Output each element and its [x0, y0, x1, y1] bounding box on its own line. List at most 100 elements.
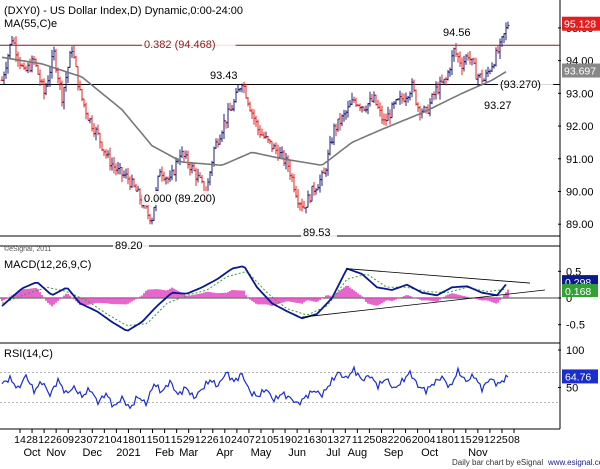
annotation-label: (93.270)	[500, 79, 541, 91]
rsi-title: RSI(14,C)	[4, 348, 53, 360]
macd-lower-trendline	[301, 289, 546, 318]
x-month-label: Apr	[216, 447, 233, 459]
x-day-label: 07	[86, 434, 98, 446]
macd-signal-line	[1, 271, 507, 327]
rsi-line	[1, 365, 509, 410]
watermark: ©eSignal, 2011	[4, 245, 52, 253]
x-month-label: Feb	[155, 447, 174, 459]
ma-value-box	[562, 63, 600, 78]
price-panel: 95.0094.0093.0092.0091.0090.0089.0095.12…	[0, 16, 600, 252]
annotation-bg	[113, 238, 149, 252]
annotation-label: 94.56	[443, 27, 471, 39]
x-day-label: 08	[508, 434, 520, 446]
macd-tick-label: -0.5	[566, 320, 585, 332]
rsi-tick-label: 100	[566, 345, 584, 357]
footer-text: Daily bar chart by eSignal	[452, 458, 543, 467]
x-day-label: 29	[472, 434, 484, 446]
x-day-label: 10	[219, 434, 231, 446]
x-day-label: 21	[255, 434, 267, 446]
annotation-bg	[301, 225, 337, 239]
x-day-label: 01	[159, 434, 171, 446]
x-axis: 14 28 12 26 09 23 07 21 04 18 01 15 01 15 29 12 26 10 24 07…	[14, 429, 520, 459]
x-day-label: 09	[62, 434, 74, 446]
x-day-label: 08	[376, 434, 388, 446]
last-price-box	[562, 16, 600, 31]
x-day-label: 25	[364, 434, 376, 446]
last-price-label: 95.128	[564, 19, 596, 31]
x-day-label: 12	[38, 434, 50, 446]
x-day-label: 22	[388, 434, 400, 446]
moving-average-line	[1, 56, 507, 167]
annotation-bg	[441, 25, 477, 39]
macd-title: MACD(12,26,9,C)	[4, 259, 91, 271]
x-month-label: Jun	[288, 447, 306, 459]
x-day-label: 01	[448, 434, 460, 446]
footer-brand: www.esignal.com	[547, 458, 600, 467]
x-day-label: 15	[147, 434, 159, 446]
price-tick-label: 92.00	[566, 121, 594, 133]
annotation-label: 93.43	[210, 70, 238, 82]
x-day-label: 23	[74, 434, 86, 446]
annotation-label: 89.53	[303, 227, 331, 239]
x-day-label: 21	[98, 434, 110, 446]
x-month-label: Nov	[46, 447, 66, 459]
x-day-label: 01	[135, 434, 147, 446]
x-day-label: 19	[279, 434, 291, 446]
annotation-label: 0.382 (94.468)	[144, 39, 216, 51]
x-day-label: 06	[400, 434, 412, 446]
rsi-value-box	[562, 369, 598, 384]
rsi-tick-label: 50	[566, 383, 578, 395]
x-month-label: Jul	[326, 447, 340, 459]
x-day-label: 02	[291, 434, 303, 446]
x-day-label: 18	[123, 434, 135, 446]
price-tick-label: 89.00	[566, 219, 594, 231]
x-day-label: 14	[14, 434, 26, 446]
annotation-bg	[482, 98, 518, 112]
signal-value-label: 0.168	[565, 286, 591, 298]
annotation-bg	[142, 191, 236, 205]
x-month-label: Oct	[23, 447, 40, 459]
x-month-label: Mar	[179, 447, 198, 459]
macd-line	[1, 265, 507, 332]
x-month-label: Nov	[468, 447, 488, 459]
x-day-label: 07	[243, 434, 255, 446]
annotation-label: 93.27	[484, 100, 512, 112]
x-day-label: 25	[496, 434, 508, 446]
price-tick-label: 93.00	[566, 88, 594, 100]
price-bar	[506, 21, 510, 30]
x-day-label: 26	[207, 434, 219, 446]
rsi-value-label: 64.76	[565, 371, 591, 383]
annotation-bg	[208, 68, 244, 82]
annotation-bg	[142, 37, 236, 51]
price-chart-title: (DXY0) - US Dollar Index,D) Dynamic,0:00…	[4, 5, 243, 17]
x-day-label: 04	[424, 434, 436, 446]
x-day-label: 04	[111, 434, 123, 446]
x-day-label: 12	[195, 434, 207, 446]
x-month-label: Aug	[348, 447, 368, 459]
x-day-label: 30	[315, 434, 327, 446]
x-month-label: Sep	[384, 447, 404, 459]
x-month-label: 2021	[116, 447, 140, 459]
ma-value-label: 93.697	[564, 66, 596, 78]
x-day-label: 13	[327, 434, 339, 446]
price-tick-label: 91.00	[566, 154, 594, 166]
annotation-label: 89.20	[115, 240, 143, 252]
x-day-label: 27	[339, 434, 351, 446]
macd-upper-trendline	[346, 268, 531, 284]
x-month-label: Oct	[421, 447, 438, 459]
x-day-label: 29	[183, 434, 195, 446]
x-day-label: 11	[352, 434, 363, 446]
x-day-label: 15	[460, 434, 472, 446]
macd-tick-label: 0	[566, 293, 572, 305]
x-day-label: 26	[50, 434, 62, 446]
x-day-label: 18	[436, 434, 448, 446]
x-day-label: 24	[231, 434, 243, 446]
ma-indicator-label: MA(55,C)e	[4, 18, 57, 30]
x-day-label: 12	[484, 434, 496, 446]
x-day-label: 16	[303, 434, 315, 446]
x-day-label: 20	[412, 434, 424, 446]
x-day-label: 05	[267, 434, 279, 446]
